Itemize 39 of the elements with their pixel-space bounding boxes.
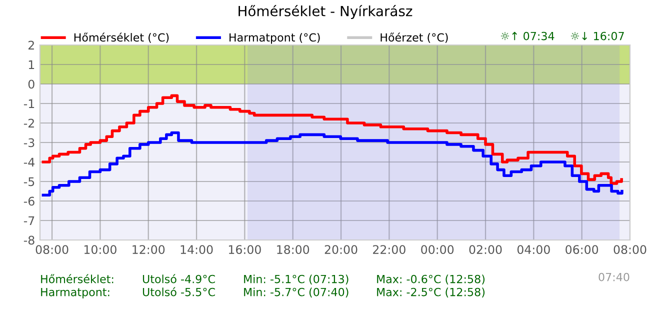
- text: ☼↓ 16:07: [570, 32, 624, 40]
- text: Harmatpont:: [41, 288, 110, 298]
- text: Utolsó -4.9°C: [142, 274, 215, 284]
- text: Max: -0.6°C (12:58): [377, 274, 485, 285]
- y-tick-label: -8: [24, 236, 34, 245]
- y-tick-label: -1: [24, 99, 34, 108]
- x-tick-label: 10:00: [84, 245, 116, 254]
- x-tick-label: 06:00: [566, 245, 598, 254]
- y-tick-label: -7: [24, 216, 34, 225]
- text: Min: -5.1°C (07:13): [244, 274, 348, 285]
- text: 07:40: [598, 272, 630, 282]
- y-tick-label: -5: [24, 177, 34, 186]
- x-tick-label: 18:00: [277, 245, 310, 254]
- x-tick-label: 16:00: [228, 245, 261, 254]
- y-tick-label: -2: [24, 118, 34, 128]
- text: Utolsó -5.5°C: [142, 287, 215, 296]
- x-tick-label: 08:00: [614, 245, 646, 254]
- x-tick-label: 20:00: [324, 245, 358, 254]
- legend-label: Hőmérséklet (°C): [74, 32, 169, 43]
- x-tick-label: 14:00: [180, 245, 213, 254]
- y-tick-label: 2: [28, 40, 34, 50]
- chart-title: Hőmérséklet - Nyírkarász: [238, 5, 412, 19]
- text: Max: -2.5°C (12:58): [377, 288, 485, 298]
- y-tick-label: 1: [28, 60, 34, 69]
- y-tick-label: -3: [24, 138, 34, 148]
- x-tick-label: 00:00: [421, 245, 454, 254]
- text: Min: -5.7°C (07:40): [244, 288, 348, 298]
- x-tick-label: 12:00: [132, 245, 165, 254]
- x-tick-label: 04:00: [517, 245, 550, 254]
- legend-label: Hőérzet (°C): [380, 32, 448, 43]
- text: ☼↑ 07:34: [500, 32, 554, 40]
- y-tick-label: 0: [28, 80, 34, 89]
- x-tick-label: 02:00: [469, 245, 502, 254]
- y-tick-label: -4: [24, 158, 34, 166]
- x-tick-label: 08:00: [36, 245, 68, 254]
- text: Hőmérséklet:: [41, 274, 114, 284]
- y-tick-label: -6: [24, 196, 34, 206]
- x-tick-label: 22:00: [373, 245, 406, 254]
- legend-label: Harmatpont (°C): [230, 33, 320, 44]
